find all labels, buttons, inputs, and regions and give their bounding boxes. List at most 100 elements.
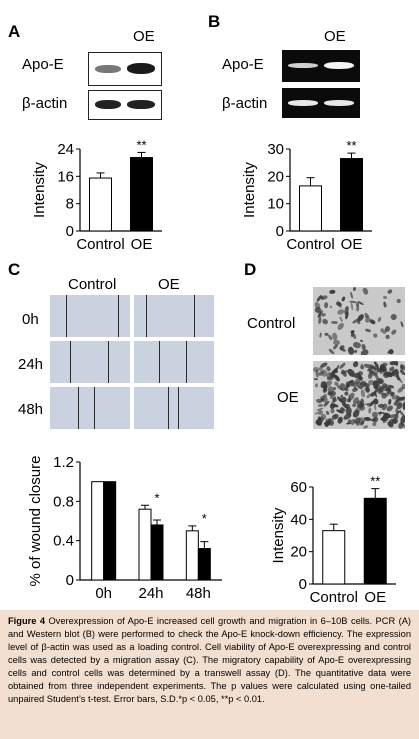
cell — [377, 317, 383, 323]
panel-d-oe-label: OE — [277, 389, 299, 406]
wound-edge — [66, 295, 67, 337]
panel-b-bar-chart: 0 10 20 30 Intensity Control OE ** — [241, 138, 372, 253]
wound-image-oe-48h — [134, 387, 214, 429]
wound-image-control-0h — [50, 295, 130, 337]
wound-image-control-24h — [50, 341, 130, 383]
cell — [321, 312, 327, 318]
cell — [364, 328, 372, 334]
y-tick-label: 40 — [290, 511, 307, 528]
panel-a-actin-label: β-actin — [22, 95, 68, 112]
panel-a-apoe-blot — [88, 52, 162, 86]
wound-edge — [108, 341, 109, 383]
x-tick-label: 24h — [138, 585, 163, 602]
transwell-image-oe — [313, 361, 405, 429]
x-tick-label: OE — [341, 236, 363, 253]
bar — [138, 508, 152, 581]
x-tick-label: OE — [131, 236, 153, 253]
wound-image-oe-0h — [134, 295, 214, 337]
cell — [349, 291, 354, 299]
y-tick-label: 8 — [66, 196, 74, 213]
cell — [341, 296, 346, 302]
cell — [347, 394, 351, 402]
cell — [314, 377, 318, 381]
panel-b-label: B — [208, 12, 221, 31]
y-axis-label: Intensity — [270, 507, 287, 563]
y-tick-label: 0 — [276, 223, 284, 240]
significance-label: * — [154, 490, 159, 505]
y-tick-label: 0 — [66, 572, 74, 589]
bar — [91, 481, 105, 581]
wound-edge — [168, 387, 169, 429]
cell — [338, 316, 343, 323]
panel-b-apoe-gel — [282, 50, 360, 82]
bar — [299, 185, 322, 232]
wound-edge — [78, 387, 79, 429]
cell — [359, 339, 365, 343]
panel-b-actin-label: β-actin — [222, 95, 268, 112]
caption-body: Overexpression of Apo-E increased cell g… — [8, 616, 411, 704]
x-tick-label: OE — [364, 589, 386, 605]
cell — [338, 346, 347, 353]
transwell-image-control — [313, 287, 405, 355]
cell — [336, 322, 346, 332]
panel-b-apoe-label: Apo-E — [222, 56, 264, 73]
cell — [362, 424, 369, 429]
cell — [352, 361, 360, 368]
wound-edge — [118, 295, 119, 337]
cell — [359, 404, 367, 412]
significance-label: ** — [370, 474, 380, 489]
cell — [399, 320, 404, 327]
wound-edge — [146, 295, 147, 337]
y-tick-label: 10 — [267, 196, 284, 213]
wound-edge — [178, 387, 179, 429]
cell — [343, 305, 350, 316]
x-tick-label: Control — [286, 236, 334, 253]
panel-d-control-label: Control — [247, 315, 296, 332]
cell — [352, 287, 357, 292]
panel-a-label: A — [8, 22, 21, 41]
cell — [319, 332, 323, 339]
cell — [402, 401, 405, 410]
band — [95, 65, 121, 73]
y-tick-label: 0 — [299, 576, 307, 593]
panel-c-row-0h: 0h — [22, 311, 39, 328]
x-tick-label: Control — [76, 236, 124, 253]
wound-edge — [159, 341, 160, 383]
cell — [351, 403, 357, 408]
band — [324, 100, 354, 106]
cell — [361, 287, 370, 296]
y-tick-label: 0.8 — [53, 493, 74, 510]
cell — [328, 289, 336, 295]
cell — [321, 317, 330, 326]
x-tick-label: Control — [310, 589, 358, 605]
wound-edge — [194, 295, 195, 337]
cell — [387, 398, 392, 405]
cell — [325, 410, 330, 416]
panel-b-actin-gel — [282, 88, 360, 118]
y-tick-label: 60 — [290, 479, 307, 496]
cell — [329, 305, 333, 310]
y-tick-label: 20 — [290, 544, 307, 561]
cell — [315, 383, 319, 388]
band — [95, 100, 121, 109]
panel-b-oe-header: OE — [324, 28, 346, 45]
bar — [185, 530, 199, 581]
wound-image-control-48h — [50, 387, 130, 429]
y-axis-label: Intensity — [31, 162, 48, 218]
figure-caption: Figure 4 Overexpression of Apo-E increas… — [0, 610, 419, 739]
panel-a-bar-chart: 0 8 16 24 Intensity Control OE ** — [31, 137, 162, 253]
cell — [346, 421, 352, 426]
panel-a-actin-blot — [88, 90, 162, 120]
wound-edge — [70, 341, 71, 383]
cell — [386, 288, 393, 295]
band — [288, 100, 318, 106]
cell — [350, 302, 354, 311]
wound-image-oe-24h — [134, 341, 214, 383]
panel-c-control-header: Control — [68, 276, 117, 293]
cell — [335, 299, 343, 309]
cell — [372, 415, 380, 423]
cell — [356, 320, 361, 325]
y-axis-label: % of wound closure — [27, 456, 44, 587]
bar — [130, 157, 153, 232]
